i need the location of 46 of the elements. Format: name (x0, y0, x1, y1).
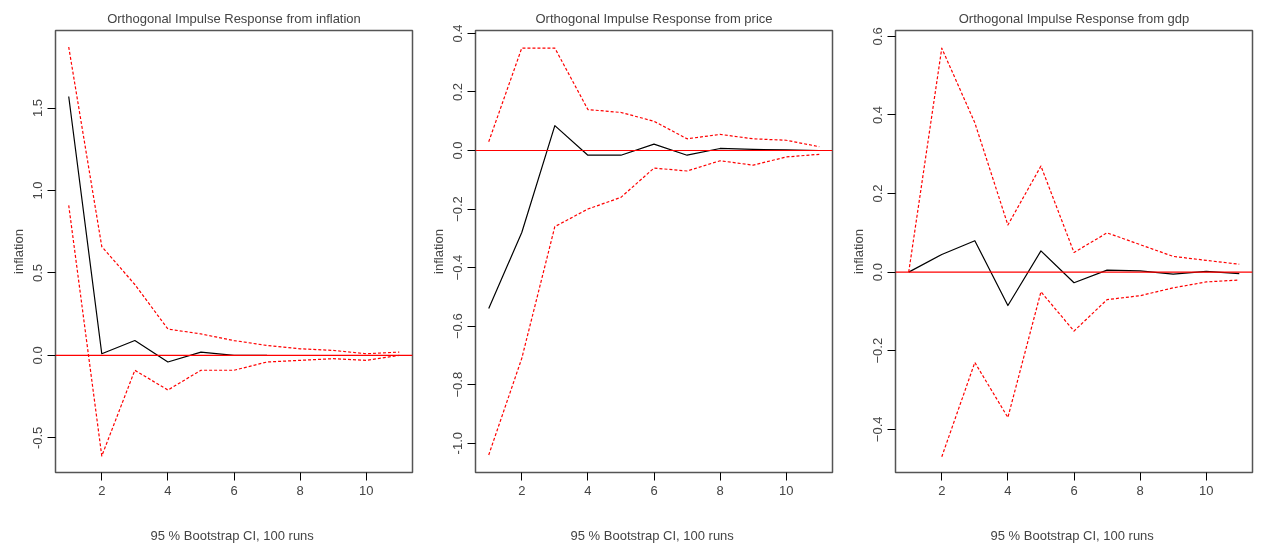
x-tick-label: 8 (1136, 482, 1144, 498)
y-tick-label: 0.2 (450, 82, 466, 102)
y-tick-label: 0.2 (870, 184, 886, 203)
y-tick-label: 0.4 (870, 105, 886, 125)
x-tick-label: 4 (164, 482, 172, 498)
y-axis-title: inflation (430, 229, 446, 274)
y-tick-label: 0.0 (450, 141, 466, 160)
x-tick-label: 6 (650, 482, 658, 498)
x-tick-label: 8 (716, 482, 724, 498)
chart-title: Orthogonal Impulse Response from price (535, 10, 773, 26)
x-tick-label: 6 (230, 482, 238, 498)
x-tick-label: 2 (98, 482, 106, 498)
x-tick-label: 4 (584, 482, 592, 498)
y-tick-label: 0.0 (870, 263, 886, 282)
y-tick-label: 0.5 (30, 263, 46, 282)
y-tick-label: 0.6 (870, 27, 886, 46)
y-tick-label: −0.4 (870, 416, 886, 443)
x-tick-label: 6 (1070, 482, 1078, 498)
y-tick-label: −0.8 (450, 371, 466, 398)
y-tick-label: -0.5 (30, 426, 46, 450)
y-axis-title: inflation (10, 229, 26, 274)
x-tick-label: 10 (1198, 482, 1214, 498)
x-axis-title: 95 % Bootstrap CI, 100 runs (570, 527, 735, 543)
y-tick-label: −0.2 (870, 337, 886, 364)
x-tick-label: 2 (938, 482, 946, 498)
y-tick-label: -1.0 (450, 432, 466, 455)
x-tick-label: 2 (518, 482, 526, 498)
y-axis-title: inflation (850, 229, 866, 274)
x-tick-label: 10 (358, 482, 374, 498)
y-tick-label: 0.0 (30, 346, 46, 365)
y-tick-label: −0.4 (450, 254, 466, 281)
y-tick-label: 1.5 (30, 98, 46, 118)
line-series (488, 153, 820, 456)
line-series (941, 279, 1240, 458)
x-axis-title: 95 % Bootstrap CI, 100 runs (150, 527, 315, 543)
x-tick-label: 10 (778, 482, 794, 498)
x-tick-label: 4 (1004, 482, 1012, 498)
x-tick-label: 8 (296, 482, 304, 498)
x-axis-title: 95 % Bootstrap CI, 100 runs (990, 527, 1155, 543)
y-tick-label: 1.0 (30, 181, 46, 200)
y-tick-label: −0.6 (450, 313, 466, 339)
y-tick-label: 0.4 (450, 24, 466, 43)
chart-title: Orthogonal Impulse Response from inflation (107, 10, 361, 26)
y-tick-label: −0.2 (450, 196, 466, 222)
line-series (488, 47, 820, 148)
chart-title: Orthogonal Impulse Response from gdp (958, 10, 1190, 26)
